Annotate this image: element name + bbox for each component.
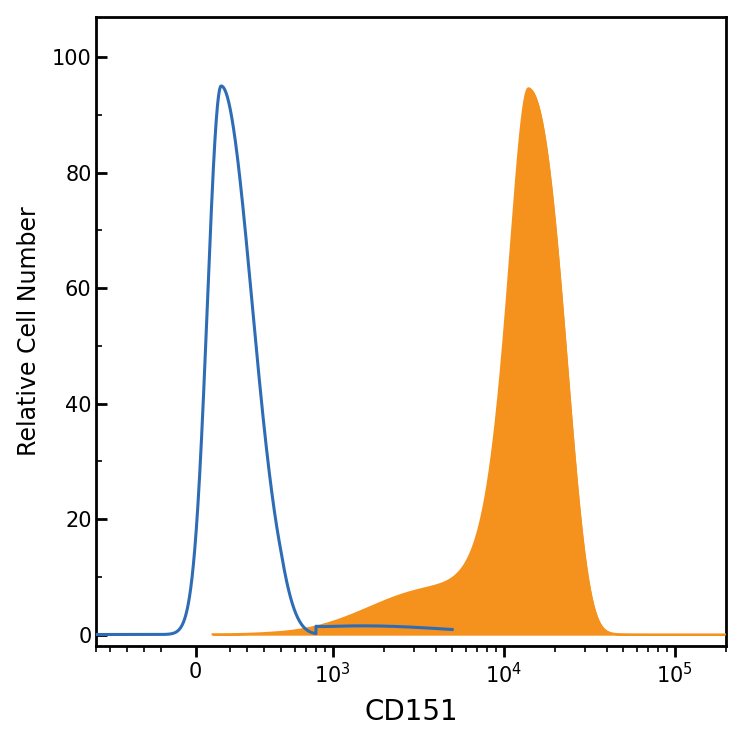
X-axis label: CD151: CD151 xyxy=(365,698,458,727)
Y-axis label: Relative Cell Number: Relative Cell Number xyxy=(16,207,41,456)
